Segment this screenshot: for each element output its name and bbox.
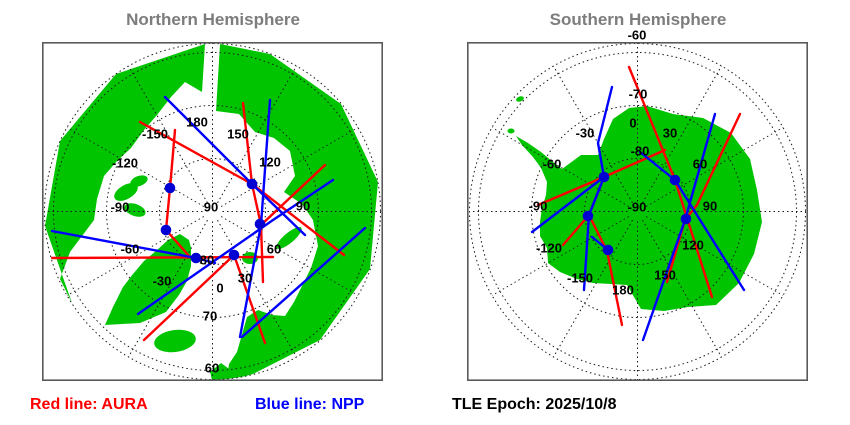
graticule-label: 80 <box>200 253 214 268</box>
graticule-label: 60 <box>205 361 219 376</box>
satellite-position-dot <box>246 178 258 190</box>
northern-hemisphere-title: Northern Hemisphere <box>126 10 300 29</box>
graticule-label: 120 <box>259 155 281 170</box>
graticule-label: -30 <box>576 126 595 141</box>
graticule-label: 180 <box>186 115 208 130</box>
graticule-label: 180 <box>612 283 634 298</box>
legend-aura-red-line: Red line: AURA <box>30 396 148 413</box>
satellite-position-dot <box>602 244 614 256</box>
graticule-label: 150 <box>227 127 249 142</box>
graticule-label: -120 <box>536 241 562 256</box>
graticule-label: -150 <box>142 127 168 142</box>
satellite-position-dot <box>669 174 681 186</box>
satellite-position-dot <box>160 224 172 236</box>
southern-hemisphere-title: Southern Hemisphere <box>549 10 727 29</box>
northern-hemisphere-map: 180 150 120 90 60 30 0 -30 -60 -90 -120 -150 90 80 70 6… <box>42 42 383 381</box>
graticule-label: 120 <box>682 238 704 253</box>
graticule-label: 70 <box>203 309 217 324</box>
graticule-label: -70 <box>629 87 648 102</box>
aura-track <box>142 253 236 342</box>
graticule-label: 90 <box>296 199 310 214</box>
graticule-label: -60 <box>543 157 562 172</box>
graticule-label: 0 <box>629 116 636 131</box>
legend-npp-blue-line: Blue line: NPP <box>255 396 365 413</box>
graticule-label: -90 <box>111 200 130 215</box>
aura-track <box>259 163 327 227</box>
npp-track <box>240 226 367 339</box>
aura-track <box>241 101 265 284</box>
graticule-label: 90 <box>703 199 717 214</box>
satellite-position-dot <box>164 182 176 194</box>
graticule-label: -120 <box>112 156 138 171</box>
graticule-label: 0 <box>216 281 223 296</box>
graticule-label: 90 <box>204 200 218 215</box>
satellite-position-dot <box>254 218 266 230</box>
graticule-label: -60 <box>121 242 140 257</box>
satellite-position-dot <box>680 213 692 225</box>
graticule-label: -80 <box>631 144 650 159</box>
aura-track <box>49 255 275 260</box>
graticule-label: 60 <box>267 242 281 257</box>
southern-hemisphere-map: 0 30 60 90 120 150 180 -150 -120 -90 -60 -30 -90 -80 -… <box>467 28 808 381</box>
satellite-position-dot <box>598 171 610 183</box>
graticule-label: -150 <box>567 271 593 286</box>
satellite-position-dot <box>190 252 202 264</box>
aura-track <box>665 112 742 284</box>
tle-epoch-label: TLE Epoch: 2025/10/8 <box>452 396 617 413</box>
graticule-label: -60 <box>628 28 647 43</box>
graticule-label: 60 <box>693 157 707 172</box>
graticule-label: -90 <box>628 200 647 215</box>
graticule-label: 150 <box>654 268 676 283</box>
graticule-label: 30 <box>663 126 677 141</box>
aura-track <box>232 253 267 345</box>
npp-track <box>530 175 606 234</box>
graticule-label: -30 <box>153 274 172 289</box>
aura-track <box>164 128 192 259</box>
graticule-label: -90 <box>529 199 548 214</box>
graticule-label: 30 <box>238 271 252 286</box>
satellite-position-dot <box>582 210 594 222</box>
satellite-position-dot <box>228 249 240 261</box>
npp-track <box>136 178 335 316</box>
